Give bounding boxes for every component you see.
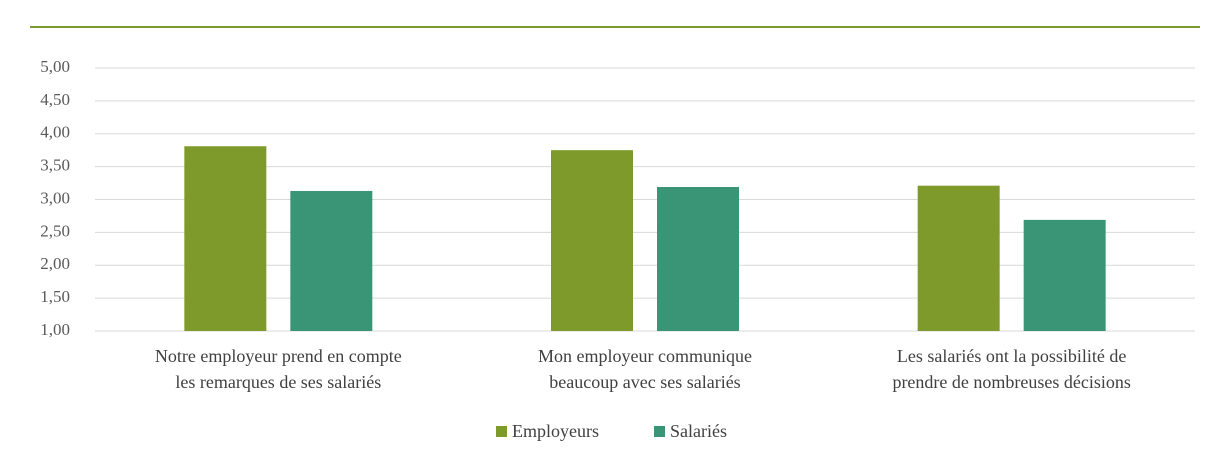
- y-tick-label: 4,00: [40, 123, 70, 142]
- y-tick-label: 2,00: [40, 254, 70, 273]
- y-tick-label: 5,00: [40, 57, 70, 76]
- bar: [184, 146, 267, 331]
- x-tick-label: Notre employeur prend en compte les rema…: [154, 346, 402, 392]
- y-tick-label: 3,50: [40, 156, 70, 175]
- bar: [1023, 219, 1106, 331]
- y-tick-label: 1,50: [40, 287, 70, 306]
- y-tick-label: 3,00: [40, 188, 70, 207]
- bar: [551, 150, 633, 331]
- x-tick-label: Les salariés ont la possibilité de prend…: [892, 346, 1131, 392]
- bar: [657, 187, 739, 331]
- legend-label: Salariés: [670, 421, 727, 441]
- bar: [917, 185, 1000, 331]
- legend-swatch: [654, 426, 665, 437]
- legend-swatch: [496, 426, 507, 437]
- legend-label: Employeurs: [512, 421, 599, 441]
- x-tick-label: Mon employeur communique beaucoup avec s…: [538, 346, 752, 392]
- y-tick-label: 4,50: [40, 90, 70, 109]
- y-tick-label: 2,50: [40, 221, 70, 240]
- y-tick-label: 1,00: [40, 320, 70, 339]
- bar: [290, 190, 373, 331]
